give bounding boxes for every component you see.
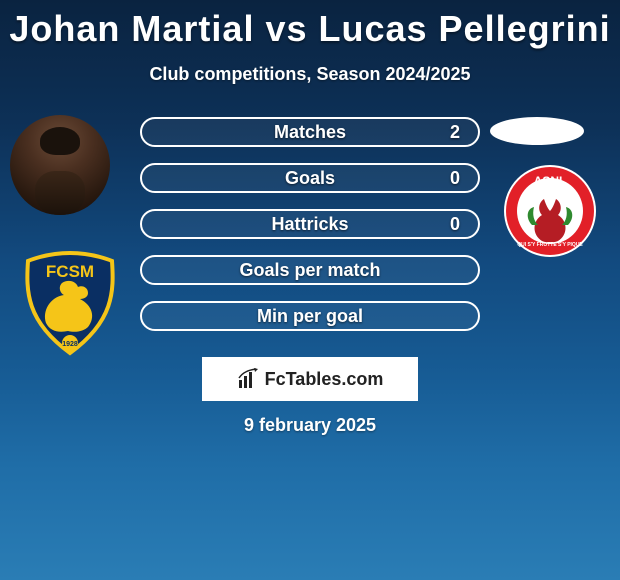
stat-bar-min-per-goal: Min per goal — [140, 301, 480, 331]
stat-label: Goals — [285, 168, 335, 189]
date-stamp: 9 february 2025 — [0, 415, 620, 436]
stat-bar-matches: Matches 2 — [140, 117, 480, 147]
svg-text:ASNL: ASNL — [534, 174, 567, 188]
comparison-stage: FCSM 1928 ASNL QUI S'Y FROTTE S'Y PIQUE … — [0, 103, 620, 443]
svg-text:FCSM: FCSM — [46, 262, 94, 281]
stat-bar-hattricks: Hattricks 0 — [140, 209, 480, 239]
stat-bars: Matches 2 Goals 0 Hattricks 0 Goals per … — [140, 117, 480, 347]
subtitle: Club competitions, Season 2024/2025 — [0, 64, 620, 85]
stat-right-value: 2 — [450, 122, 460, 143]
attribution-text: FcTables.com — [265, 369, 384, 390]
player-right-avatar-placeholder — [490, 117, 584, 145]
attribution-box: FcTables.com — [202, 357, 418, 401]
chart-icon — [237, 368, 259, 390]
stat-label: Hattricks — [271, 214, 348, 235]
stat-right-value: 0 — [450, 168, 460, 189]
player-left-avatar — [10, 115, 110, 215]
stat-bar-goals: Goals 0 — [140, 163, 480, 193]
svg-text:QUI S'Y FROTTE S'Y PIQUE: QUI S'Y FROTTE S'Y PIQUE — [517, 242, 583, 248]
stat-bar-goals-per-match: Goals per match — [140, 255, 480, 285]
club-left-badge: FCSM 1928 — [22, 251, 118, 357]
stat-label: Goals per match — [239, 260, 380, 281]
stat-label: Matches — [274, 122, 346, 143]
stat-right-value: 0 — [450, 214, 460, 235]
svg-text:1928: 1928 — [62, 341, 78, 348]
stat-label: Min per goal — [257, 306, 363, 327]
page-title: Johan Martial vs Lucas Pellegrini — [0, 0, 620, 50]
club-right-badge: ASNL QUI S'Y FROTTE S'Y PIQUE — [502, 163, 598, 259]
